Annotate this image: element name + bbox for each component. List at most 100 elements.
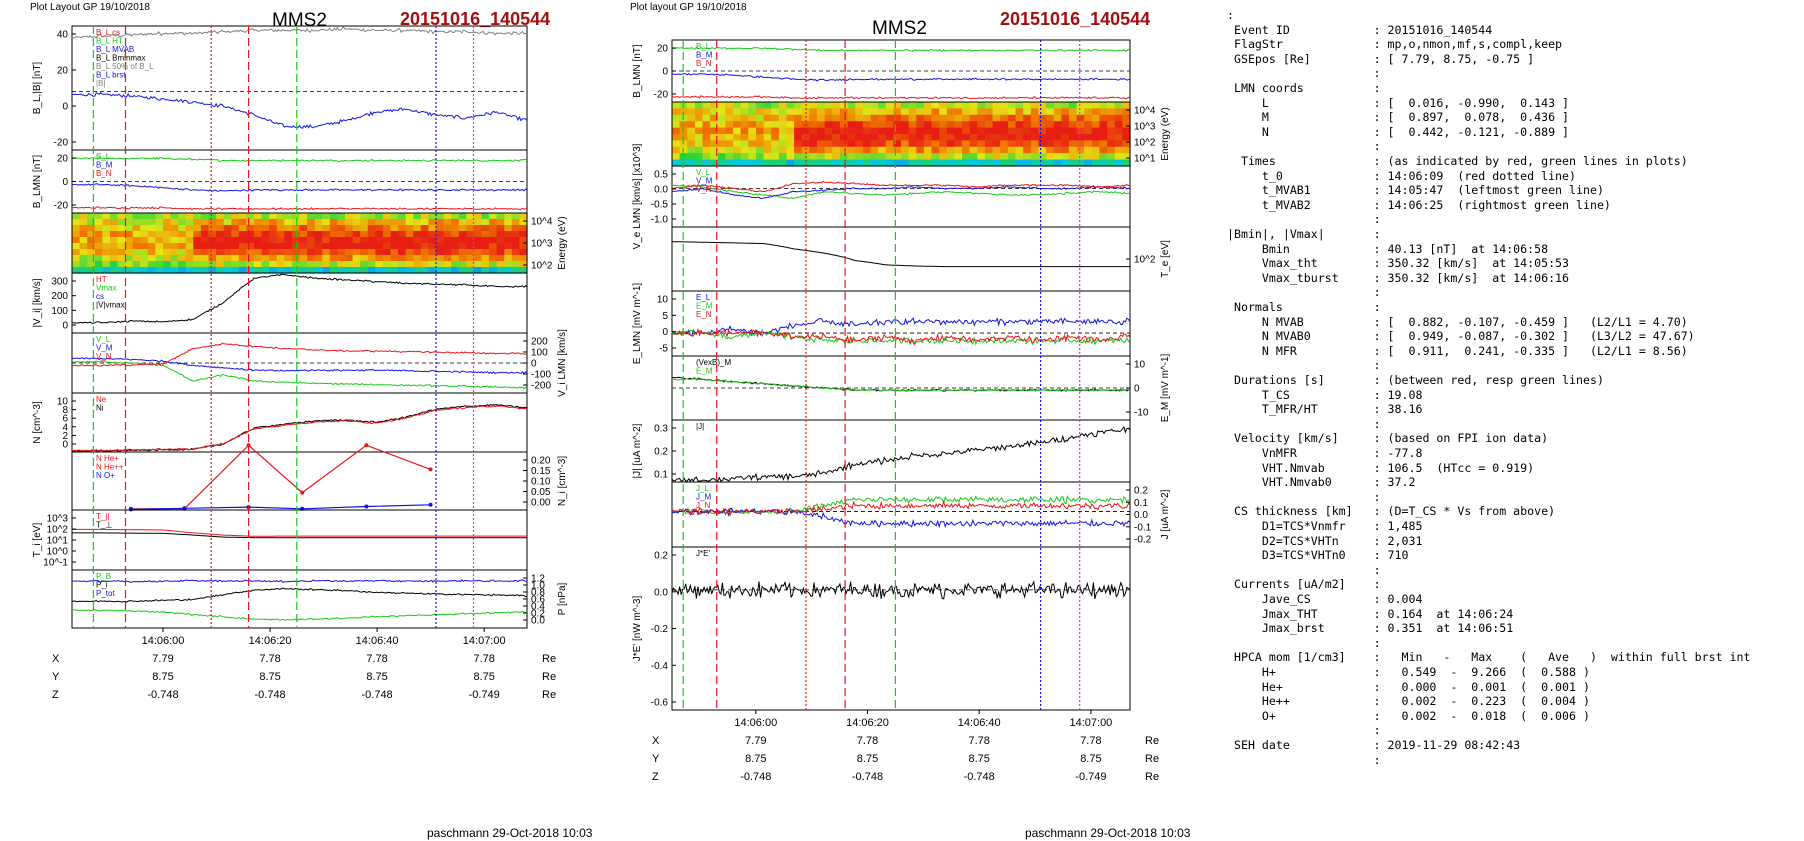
l3-heatmap-cell [163,237,172,244]
l3-heatmap-cell [147,243,156,250]
l3-heatmap-cell [261,255,270,262]
l3-heatmap-cell [511,219,520,226]
l4-legend-entry: |V|vmax [96,301,125,310]
r2-heatmap-cell [977,108,986,116]
r2-heatmap-cell [839,127,849,135]
l3-heatmap-cell [117,261,126,268]
l3-heatmap-cell [163,225,172,232]
r2-heatmap-cell [771,102,780,109]
r2-heatmap-cell [992,121,1001,129]
l3-heatmap-cell [216,219,225,226]
position-value: 8.75 [968,753,989,765]
r2-heatmap-cell [778,134,788,141]
l3-heatmap-cell [117,231,126,238]
l2-y-tick-label: -20 [54,201,69,212]
r2-heatmap-cell [725,127,734,135]
info-line: SEH date : 2019-11-29 08:42:43 [1227,738,1521,752]
l3-heatmap-cell [420,243,429,250]
l3-heatmap-cell [269,225,278,232]
r2-heatmap-cell [954,127,963,135]
r2-heatmap-cell [992,134,1001,141]
r2-heatmap-cell [1091,159,1100,167]
l3-heatmap-cell [458,267,467,274]
r2-heatmap-cell [717,114,726,122]
r2-heatmap-cell [801,140,810,148]
r2-heatmap-cell [962,134,971,141]
r2-heatmap-cell [847,159,856,167]
r2-heatmap-cell [687,134,696,141]
l3-heatmap-cell [132,255,141,262]
r2-heatmap-cell [771,127,780,135]
l3-heatmap-cell [382,225,392,232]
l3-heatmap-cell [329,249,338,256]
position-unit: Re [542,671,556,683]
r2-heatmap-cell [1030,146,1039,154]
r2-heatmap-cell [931,140,940,148]
r2-heatmap-cell [763,127,772,135]
l3-heatmap-cell [405,249,414,256]
r2-heatmap-cell [1030,108,1039,116]
l3-heatmap-cell [307,243,316,250]
r2-heatmap-cell [1015,114,1024,122]
l7-y-tick-label: 0.20 [531,456,551,467]
l3-heatmap-cell [322,249,331,256]
r2-heatmap-cell [794,159,803,167]
r4-y-tick-label: 10^2 [1134,255,1156,266]
l3-heatmap-cell [72,231,81,238]
l3-heatmap-cell [132,219,141,226]
r2-heatmap-cell [870,134,879,141]
l3-heatmap-cell [367,225,376,232]
l3-heatmap-cell [125,249,134,256]
footer-left: paschmann 29-Oct-2018 10:03 [427,826,593,840]
r2-heatmap-cell [985,140,994,148]
l7-series-point [182,506,187,511]
l6-y-tick-label: 4 [62,422,68,433]
r2-heatmap-cell [939,134,948,141]
r2-heatmap-cell [839,121,849,129]
r2-heatmap-cell [1023,134,1032,141]
info-line: Bmin : 40.13 [nT] at 14:06:58 [1227,241,1549,256]
r2-heatmap-cell [748,146,757,154]
l3-heatmap-cell [511,249,520,256]
r2-heatmap-cell [809,140,818,148]
l3-heatmap-cell [132,225,141,232]
l3-heatmap-cell [79,213,88,220]
l3-heatmap-cell [170,243,179,250]
r2-heatmap-cell [817,114,826,122]
r2-heatmap-cell [923,146,933,154]
l3-heatmap-cell [94,261,103,268]
l9-legend-entry: P_B [96,572,111,581]
l3-heatmap-cell [238,243,247,250]
l3-heatmap-cell [375,267,384,274]
r2-heatmap-cell [908,108,917,116]
r5-y-tick-label: 10 [657,295,669,306]
l3-heatmap-cell [291,255,301,262]
l3-heatmap-cell [216,267,225,274]
l3-heatmap-cell [314,255,323,262]
l3-heatmap-cell [140,231,149,238]
info-line: D2=TCS*VHTn : 2,031 [1227,533,1423,548]
l3-heatmap-cell [155,231,164,238]
position-row-label: Y [52,671,60,683]
info-line: Jmax_THT : 0.164 at 14:06:24 [1227,606,1514,621]
l1-legend-entry: B_L Bminmax [96,54,146,63]
l3-heatmap-cell [132,261,141,268]
l9-y-tick-label: 0.2 [531,609,545,620]
r6-panel-frame [671,355,1131,421]
r2-heatmap-cell [725,146,734,154]
l3-heatmap-cell [337,243,346,250]
l3-heatmap-cell [367,213,376,220]
l1-y-tick-label: 0 [62,102,68,113]
r2-heatmap-cell [672,114,681,122]
r2-heatmap-cell [908,134,917,141]
x-tick-label: 14:06:00 [734,717,777,729]
r2-heatmap-cell [694,140,704,148]
l3-heatmap-cell [216,213,225,220]
l3-heatmap-cell [390,261,399,268]
l1-legend-entry: B_L MVAB [96,45,134,54]
l3-heatmap-cell [413,225,422,232]
r2-heatmap-cell [1015,108,1024,116]
r2-heatmap-cell [687,153,696,161]
l3-heatmap-cell [473,249,483,256]
l3-heatmap-cell [269,267,278,274]
